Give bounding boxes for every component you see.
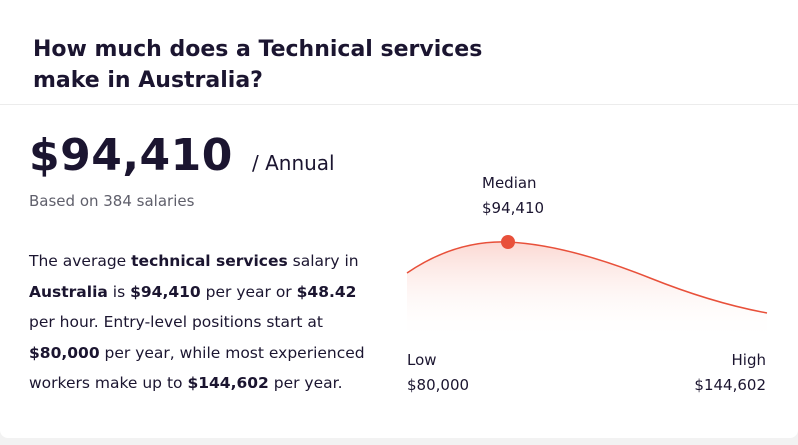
desc-job-title: technical services bbox=[131, 252, 288, 270]
salary-description: The average technical services salary in… bbox=[29, 246, 384, 399]
desc-text: per year, while most experienced workers… bbox=[29, 343, 365, 393]
desc-hourly: $48.42 bbox=[296, 282, 357, 301]
desc-text: per hour. Entry-level positions start at bbox=[29, 313, 323, 331]
salary-distribution-chart: Median $94,410 Low $80,000 High $144,602 bbox=[400, 168, 780, 398]
low-label: Low bbox=[407, 351, 437, 369]
salary-row: $94,410 / Annual bbox=[29, 130, 335, 181]
desc-yearly: $94,410 bbox=[130, 282, 201, 301]
page-title: How much does a Technical services make … bbox=[33, 37, 483, 93]
salary-amount: $94,410 bbox=[29, 130, 233, 181]
card-header: How much does a Technical services make … bbox=[0, 0, 798, 105]
median-marker bbox=[501, 235, 515, 249]
desc-location: Australia bbox=[29, 282, 108, 301]
desc-text: The average bbox=[29, 252, 132, 270]
curve-area bbox=[407, 241, 767, 340]
salary-period: / Annual bbox=[252, 151, 335, 175]
high-label: High bbox=[731, 351, 766, 369]
median-value: $94,410 bbox=[482, 199, 545, 217]
distribution-curve bbox=[406, 235, 768, 340]
desc-text: per year. bbox=[268, 374, 343, 392]
desc-text: is bbox=[107, 282, 131, 301]
salary-count: Based on 384 salaries bbox=[29, 192, 195, 210]
median-label: Median bbox=[482, 174, 537, 192]
curve-line bbox=[406, 241, 768, 314]
desc-text: per year or bbox=[200, 282, 297, 301]
desc-experienced: $144,602 bbox=[187, 374, 269, 392]
desc-text: salary in bbox=[287, 252, 359, 270]
low-value: $80,000 bbox=[407, 376, 470, 394]
desc-entry-level: $80,000 bbox=[29, 343, 100, 362]
high-value: $144,602 bbox=[694, 376, 766, 394]
